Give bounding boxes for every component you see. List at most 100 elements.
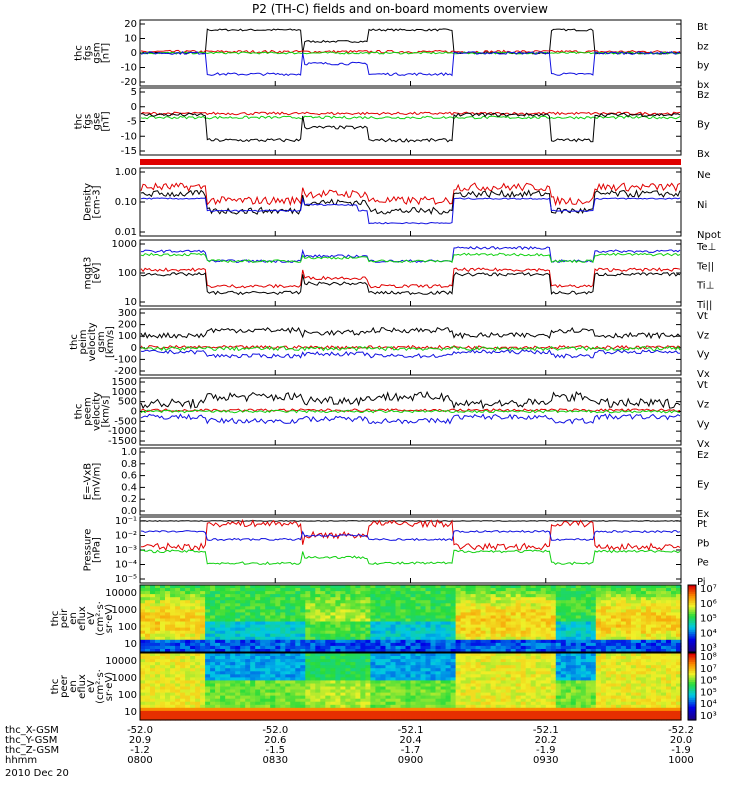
spec-cell bbox=[315, 704, 321, 709]
spec-cell bbox=[661, 698, 667, 703]
spec-cell bbox=[650, 600, 657, 604]
spec-cell bbox=[175, 704, 181, 709]
spec-cell bbox=[475, 662, 482, 666]
spec-cell bbox=[255, 656, 261, 660]
spec-cell bbox=[140, 695, 146, 700]
spec-cell bbox=[630, 600, 637, 604]
spec-cell bbox=[656, 636, 662, 641]
spec-cell bbox=[290, 630, 296, 635]
spec-cell bbox=[585, 695, 592, 700]
spec-cell bbox=[370, 686, 376, 691]
spec-cell bbox=[355, 704, 361, 709]
spec-cell bbox=[490, 588, 497, 592]
spec-cell bbox=[155, 594, 161, 598]
spec-cell bbox=[605, 707, 612, 712]
spec-cell bbox=[160, 588, 166, 592]
spec-cell bbox=[480, 621, 487, 626]
spec-cell bbox=[140, 683, 146, 688]
spec-cell bbox=[300, 621, 306, 626]
spec-cell bbox=[460, 695, 467, 700]
spec-cell bbox=[175, 630, 181, 635]
spec-cell bbox=[535, 677, 542, 681]
spec-cell bbox=[195, 621, 201, 626]
spec-cell bbox=[240, 665, 246, 669]
spec-cell bbox=[395, 677, 402, 681]
spec-cell bbox=[485, 630, 492, 635]
spec-cell bbox=[605, 656, 612, 660]
spec-cell bbox=[620, 621, 627, 626]
spec-cell bbox=[255, 645, 261, 650]
spec-cell bbox=[230, 695, 236, 700]
spec-cell bbox=[485, 683, 492, 688]
spec-cell bbox=[530, 633, 537, 638]
spec-cell bbox=[385, 662, 392, 666]
spec-cell bbox=[240, 600, 246, 604]
spec-cell bbox=[395, 642, 402, 647]
spec-cell bbox=[385, 713, 392, 718]
spec-cell bbox=[600, 633, 607, 638]
spec-cell bbox=[305, 659, 311, 663]
spec-cell bbox=[580, 698, 587, 703]
spec-cell bbox=[300, 698, 306, 703]
spec-cell bbox=[165, 710, 171, 715]
spec-cell bbox=[305, 645, 311, 650]
spec-cell bbox=[250, 689, 256, 694]
spec-cell bbox=[275, 600, 281, 604]
spec-cell bbox=[330, 606, 336, 610]
spec-cell bbox=[515, 621, 522, 626]
spec-cell bbox=[315, 668, 321, 672]
legend-entry: Pe bbox=[697, 558, 709, 569]
colorbar-cell bbox=[688, 605, 696, 608]
spec-cell bbox=[480, 689, 487, 694]
spec-cell bbox=[345, 609, 351, 613]
spec-cell bbox=[530, 639, 537, 644]
spec-cell bbox=[165, 707, 171, 712]
spec-cell bbox=[590, 677, 597, 681]
spec-cell bbox=[565, 671, 572, 675]
spec-cell bbox=[495, 642, 502, 647]
spec-cell bbox=[485, 692, 492, 697]
spec-cell bbox=[656, 594, 662, 598]
y-tick-label: 10⁻¹ bbox=[115, 516, 137, 527]
spec-cell bbox=[580, 701, 587, 706]
spec-cell bbox=[405, 695, 412, 700]
spec-cell bbox=[285, 591, 291, 595]
spec-cell bbox=[560, 653, 567, 657]
spec-cell bbox=[666, 642, 672, 647]
spec-cell bbox=[565, 713, 572, 718]
spec-cell bbox=[215, 668, 221, 672]
spec-cell bbox=[620, 686, 627, 691]
spec-cell bbox=[255, 692, 261, 697]
spec-cell bbox=[450, 594, 457, 598]
spec-cell bbox=[140, 674, 146, 678]
spec-cell bbox=[420, 671, 427, 675]
spec-cell bbox=[455, 618, 462, 623]
spec-cell bbox=[470, 698, 477, 703]
spec-cell bbox=[610, 609, 617, 613]
spec-cell bbox=[505, 649, 512, 653]
spec-cell bbox=[210, 707, 216, 712]
spec-cell bbox=[150, 642, 156, 647]
spec-cell bbox=[615, 680, 622, 684]
spec-cell bbox=[625, 612, 632, 616]
spec-cell bbox=[260, 683, 266, 688]
spec-cell bbox=[480, 665, 487, 669]
spec-cell bbox=[210, 668, 216, 672]
spec-cell bbox=[605, 639, 612, 644]
spec-cell bbox=[650, 633, 657, 638]
spec-cell bbox=[500, 677, 507, 681]
spec-cell bbox=[600, 609, 607, 613]
spec-cell bbox=[530, 649, 537, 653]
spec-cell bbox=[525, 618, 532, 623]
spec-cell bbox=[330, 588, 336, 592]
spec-cell bbox=[575, 597, 582, 601]
spec-cell bbox=[475, 612, 482, 616]
spec-cell bbox=[280, 677, 286, 681]
spec-cell bbox=[385, 636, 392, 641]
spec-cell bbox=[270, 695, 276, 700]
spec-cell bbox=[605, 585, 612, 589]
spec-cell bbox=[360, 656, 366, 660]
spec-cell bbox=[305, 713, 311, 718]
spec-cell bbox=[275, 591, 281, 595]
spec-cell bbox=[310, 656, 316, 660]
